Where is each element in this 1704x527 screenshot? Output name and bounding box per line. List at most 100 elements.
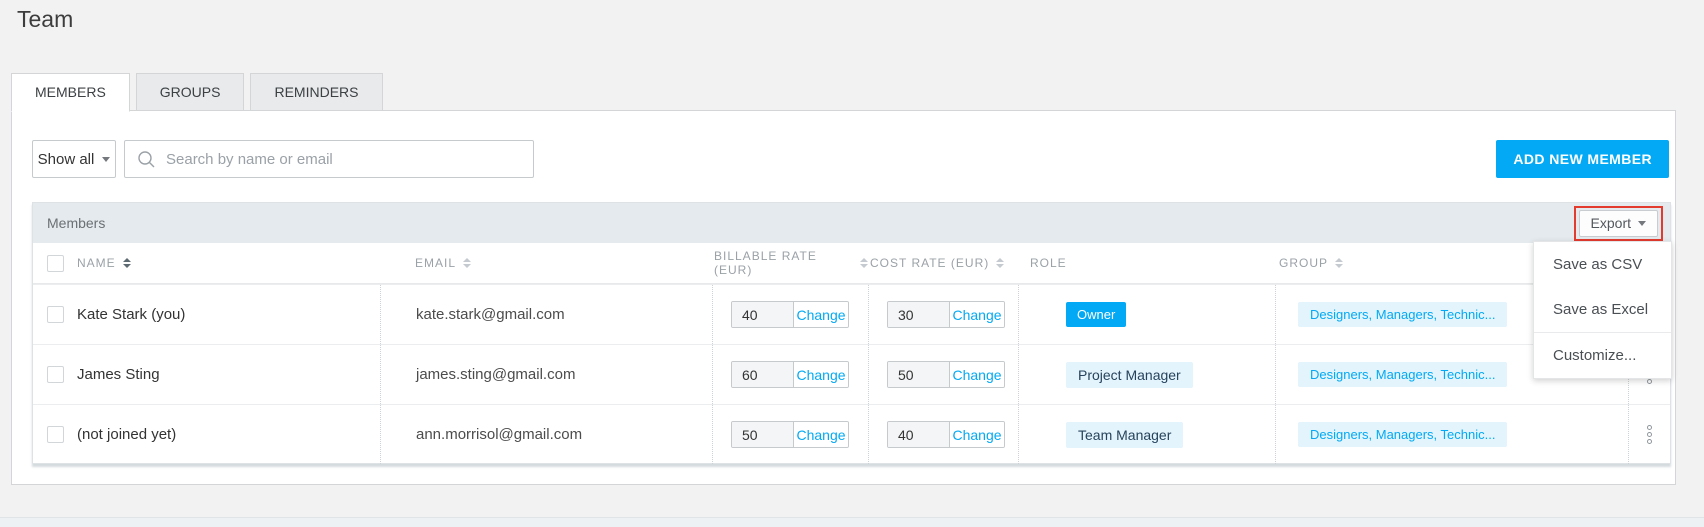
show-all-label: Show all (37, 150, 95, 168)
table-row: James Sting james.sting@gmail.com Change… (33, 344, 1670, 404)
member-email-cell: kate.stark@gmail.com (380, 285, 712, 344)
sort-icon (122, 258, 131, 268)
column-header-group[interactable]: GROUP (1275, 256, 1628, 270)
tab-bar: MEMBERS GROUPS REMINDERS (11, 73, 383, 112)
member-name: Kate Stark (you) (77, 306, 186, 323)
sort-icon (1335, 258, 1344, 268)
role-cell: Team Manager (1018, 405, 1275, 464)
chevron-down-icon (1638, 220, 1646, 226)
member-email: james.sting@gmail.com (416, 366, 576, 383)
change-billable-rate-button[interactable]: Change (794, 302, 848, 327)
select-all-checkbox[interactable] (47, 254, 64, 272)
role-badge[interactable]: Team Manager (1066, 421, 1184, 448)
member-name-cell: Kate Stark (you) (33, 285, 380, 344)
role-badge[interactable]: Owner (1066, 302, 1127, 327)
group-badge[interactable]: Designers, Managers, Technic... (1298, 362, 1508, 387)
page-title: Team (17, 6, 74, 32)
sort-icon (860, 258, 868, 268)
export-button-wrap: Export (1573, 205, 1663, 241)
row-checkbox[interactable] (47, 426, 64, 443)
change-cost-rate-button[interactable]: Change (950, 422, 1004, 447)
member-email-cell: ann.morrisol@gmail.com (380, 405, 712, 464)
member-name: James Sting (77, 366, 160, 383)
cost-rate-input[interactable] (888, 302, 950, 327)
billable-rate-input[interactable] (732, 362, 794, 387)
tab-groups[interactable]: GROUPS (135, 73, 245, 111)
cost-rate-cell: Change (868, 285, 1018, 344)
group-cell: Designers, Managers, Technic... (1275, 285, 1628, 344)
column-header-cost-rate[interactable]: COST RATE (EUR) (868, 256, 1018, 270)
billable-rate-input[interactable] (732, 302, 794, 327)
export-menu-item-customize[interactable]: Customize... (1534, 332, 1671, 378)
export-menu-item-save-csv[interactable]: Save as CSV (1553, 256, 1643, 273)
billable-rate-cell: Change (712, 285, 868, 344)
search-input[interactable] (166, 150, 521, 168)
column-label-name: NAME (77, 256, 116, 270)
tab-members[interactable]: MEMBERS (11, 73, 130, 112)
change-billable-rate-button[interactable]: Change (794, 422, 848, 447)
show-all-filter-dropdown[interactable]: Show all (32, 140, 116, 178)
billable-rate-box: Change (731, 301, 849, 328)
role-badge[interactable]: Project Manager (1066, 361, 1193, 388)
billable-rate-box: Change (731, 361, 849, 388)
cost-rate-cell: Change (868, 345, 1018, 404)
column-label-role: ROLE (1030, 256, 1067, 270)
member-name-cell: James Sting (33, 345, 380, 404)
cost-rate-box: Change (887, 421, 1005, 448)
group-badge[interactable]: Designers, Managers, Technic... (1298, 302, 1508, 327)
column-header-email[interactable]: EMAIL (380, 256, 712, 270)
group-badge[interactable]: Designers, Managers, Technic... (1298, 422, 1508, 447)
members-table-header-bar: Members Export (33, 203, 1670, 243)
export-menu-item-save-excel[interactable]: Save as Excel (1553, 301, 1649, 318)
change-billable-rate-button[interactable]: Change (794, 362, 848, 387)
change-cost-rate-button[interactable]: Change (950, 302, 1004, 327)
sort-icon (996, 258, 1005, 268)
column-label-billable-rate: BILLABLE RATE (EUR) (714, 249, 817, 277)
billable-rate-box: Change (731, 421, 849, 448)
member-name-cell: (not joined yet) (33, 405, 380, 464)
role-cell: Owner (1018, 285, 1275, 344)
group-cell: Designers, Managers, Technic... (1275, 405, 1628, 464)
row-checkbox[interactable] (47, 306, 64, 323)
export-dropdown-button[interactable]: Export (1578, 209, 1658, 237)
cost-rate-cell: Change (868, 405, 1018, 464)
cost-rate-box: Change (887, 361, 1005, 388)
sort-icon (463, 258, 472, 268)
row-checkbox[interactable] (47, 366, 64, 383)
row-actions-cell (1628, 405, 1670, 464)
billable-rate-cell: Change (712, 405, 868, 464)
table-row: Kate Stark (you) kate.stark@gmail.com Ch… (33, 284, 1670, 344)
member-email: kate.stark@gmail.com (416, 306, 565, 323)
cost-rate-input[interactable] (888, 362, 950, 387)
billable-rate-cell: Change (712, 345, 868, 404)
member-email: ann.morrisol@gmail.com (416, 426, 583, 443)
role-cell: Project Manager (1018, 345, 1275, 404)
column-header-role[interactable]: ROLE (1018, 256, 1275, 270)
billable-rate-input[interactable] (732, 422, 794, 447)
table-row: (not joined yet) ann.morrisol@gmail.com … (33, 404, 1670, 464)
table-header-row: NAME EMAIL BILLABLE RATE (EUR) COST RATE… (33, 243, 1670, 284)
cost-rate-box: Change (887, 301, 1005, 328)
column-label-group: GROUP (1279, 256, 1329, 270)
column-header-name[interactable]: NAME (33, 254, 380, 272)
tab-reminders[interactable]: REMINDERS (250, 73, 383, 111)
export-label: Export (1590, 215, 1631, 231)
member-email-cell: james.sting@gmail.com (380, 345, 712, 404)
cost-rate-input[interactable] (888, 422, 950, 447)
column-label-email: EMAIL (415, 256, 457, 270)
group-cell: Designers, Managers, Technic... (1275, 345, 1628, 404)
members-table: Members Export NAME EMAIL BILLABLE RATE … (32, 202, 1671, 464)
search-box (124, 140, 534, 178)
column-label-cost-rate: COST RATE (EUR) (870, 256, 990, 270)
members-section-title: Members (47, 215, 106, 231)
column-header-billable-rate[interactable]: BILLABLE RATE (EUR) (712, 249, 868, 277)
search-icon (138, 150, 155, 167)
members-panel: Show all ADD NEW MEMBER Members Export N (11, 110, 1676, 485)
add-new-member-button[interactable]: ADD NEW MEMBER (1496, 140, 1669, 178)
member-name: (not joined yet) (77, 426, 177, 443)
export-dropdown-menu: Save as CSV Save as Excel Customize... (1533, 241, 1672, 379)
chevron-down-icon (102, 156, 111, 162)
change-cost-rate-button[interactable]: Change (950, 362, 1004, 387)
footer-bar (0, 517, 1704, 527)
kebab-menu-icon[interactable] (1643, 421, 1656, 448)
